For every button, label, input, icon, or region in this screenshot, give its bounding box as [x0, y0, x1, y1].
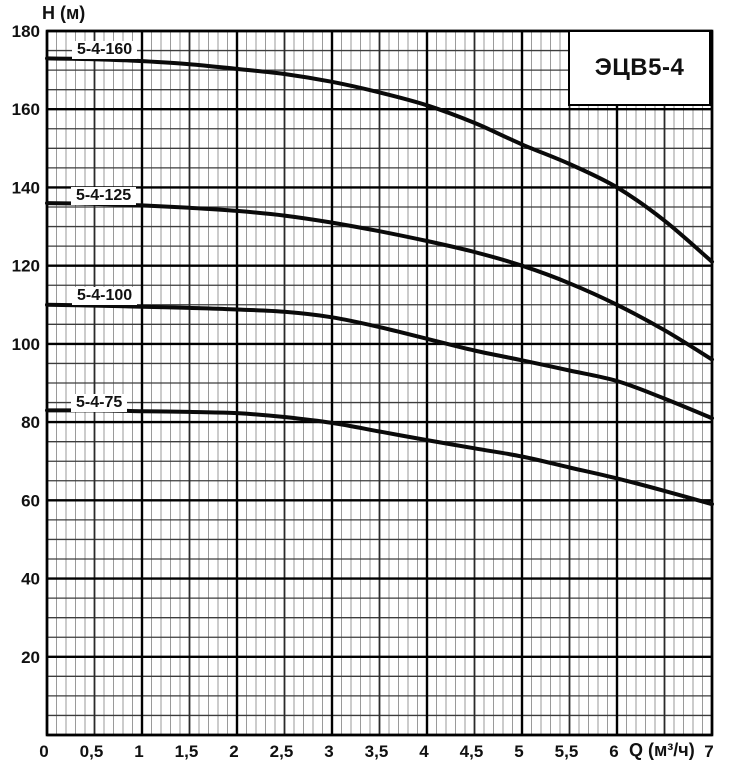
model-badge: ЭЦВ5-4 — [568, 30, 711, 106]
curve-label-5-4-75: 5-4-75 — [71, 394, 128, 412]
tick-label: 0,5 — [80, 742, 104, 761]
tick-label: 4 — [419, 742, 429, 761]
tick-label: 3,5 — [365, 742, 389, 761]
tick-label: 40 — [21, 570, 40, 589]
tick-label: 0 — [39, 742, 48, 761]
tick-label: 7 — [704, 742, 713, 761]
tick-label: 60 — [21, 491, 40, 510]
tick-label: 140 — [12, 178, 40, 197]
x-axis-title: Q (м³/ч) — [629, 740, 695, 760]
tick-label: 1,5 — [175, 742, 199, 761]
tick-label: 5 — [514, 742, 523, 761]
tick-label: 120 — [12, 257, 40, 276]
tick-label: 20 — [21, 648, 40, 667]
y-axis-title: H (м) — [42, 3, 86, 23]
tick-label: 1 — [134, 742, 143, 761]
tick-label: 2,5 — [270, 742, 294, 761]
tick-label: 160 — [12, 100, 40, 119]
tick-label: 4,5 — [460, 742, 484, 761]
tick-label: 2 — [229, 742, 238, 761]
tick-label: 180 — [12, 22, 40, 41]
pump-curve-5-4-125 — [45, 201, 714, 362]
curve-label-5-4-125: 5-4-125 — [71, 187, 137, 205]
tick-label: 3 — [324, 742, 333, 761]
pump-curve-5-4-75 — [45, 408, 714, 507]
tick-label: 6 — [609, 742, 618, 761]
tick-label: 5,5 — [555, 742, 579, 761]
curve-label-5-4-160: 5-4-160 — [72, 41, 138, 59]
tick-label: 80 — [21, 413, 40, 432]
plot-border — [45, 29, 714, 737]
pump-curve-5-4-100 — [45, 302, 714, 421]
tick-label: 100 — [12, 335, 40, 354]
pump-curve-5-4-160 — [45, 56, 714, 264]
curve-label-5-4-100: 5-4-100 — [72, 287, 138, 305]
